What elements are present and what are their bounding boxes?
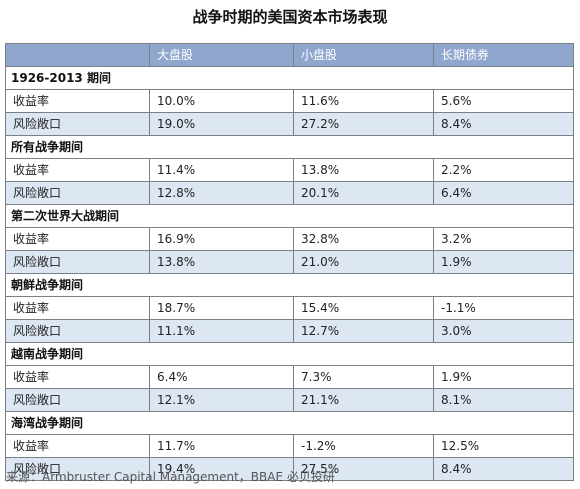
value-cell: -1.1% — [433, 296, 574, 320]
value-cell: 12.5% — [433, 434, 574, 458]
row-label: 收益率 — [5, 227, 150, 251]
table-row: 收益率 10.0% 11.6% 5.6% — [5, 89, 574, 113]
value-cell: 21.0% — [293, 250, 434, 274]
value-cell: 20.1% — [293, 181, 434, 205]
row-label: 收益率 — [5, 365, 150, 389]
header-corner-cell — [5, 43, 150, 67]
row-label: 风险敞口 — [5, 388, 150, 412]
header-small-cap: 小盘股 — [293, 43, 434, 67]
value-cell: -1.2% — [293, 434, 434, 458]
table-row: 风险敞口 12.8% 20.1% 6.4% — [5, 181, 574, 205]
row-label: 收益率 — [5, 89, 150, 113]
row-label: 风险敞口 — [5, 181, 150, 205]
table-row: 收益率 16.9% 32.8% 3.2% — [5, 227, 574, 251]
section-title: 越南战争期间 — [5, 342, 574, 366]
row-label: 风险敞口 — [5, 250, 150, 274]
section-row: 越南战争期间 — [5, 342, 574, 366]
page-title: 战争时期的美国资本市场表现 — [192, 8, 388, 26]
value-cell: 27.2% — [293, 112, 434, 136]
table-row: 收益率 11.7% -1.2% 12.5% — [5, 434, 574, 458]
section-row: 1926-2013 期间 — [5, 66, 574, 90]
section-title: 所有战争期间 — [5, 135, 574, 159]
value-cell: 8.4% — [433, 457, 574, 481]
value-cell: 1.9% — [433, 250, 574, 274]
value-cell: 1.9% — [433, 365, 574, 389]
returns-table: 大盘股 小盘股 长期债券 1926-2013 期间 收益率 10.0% 11.6% 5.… — [5, 43, 574, 481]
value-cell: 19.4% — [149, 457, 294, 481]
table-row: 风险敞口 19.4% 27.5% 8.4% — [5, 457, 574, 481]
table-row: 收益率 18.7% 15.4% -1.1% — [5, 296, 574, 320]
value-cell: 8.1% — [433, 388, 574, 412]
value-cell: 12.1% — [149, 388, 294, 412]
section-row: 海湾战争期间 — [5, 411, 574, 435]
value-cell: 3.0% — [433, 319, 574, 343]
section-title: 朝鲜战争期间 — [5, 273, 574, 297]
value-cell: 11.4% — [149, 158, 294, 182]
value-cell: 13.8% — [293, 158, 434, 182]
value-cell: 11.1% — [149, 319, 294, 343]
section-title: 海湾战争期间 — [5, 411, 574, 435]
source-note: 来源：Armbruster Capital Management，BBAE 必贝… — [6, 470, 335, 484]
value-cell: 32.8% — [293, 227, 434, 251]
table-header-row: 大盘股 小盘股 长期债券 — [5, 43, 574, 67]
value-cell: 5.6% — [433, 89, 574, 113]
section-row: 所有战争期间 — [5, 135, 574, 159]
section-row: 第二次世界大战期间 — [5, 204, 574, 228]
value-cell: 2.2% — [433, 158, 574, 182]
value-cell: 15.4% — [293, 296, 434, 320]
row-label: 风险敞口 — [5, 319, 150, 343]
table-row: 收益率 11.4% 13.8% 2.2% — [5, 158, 574, 182]
table-row: 风险敞口 13.8% 21.0% 1.9% — [5, 250, 574, 274]
value-cell: 12.7% — [293, 319, 434, 343]
table-row: 风险敞口 19.0% 27.2% 8.4% — [5, 112, 574, 136]
header-long-term-bonds: 长期债券 — [433, 43, 574, 67]
value-cell: 13.8% — [149, 250, 294, 274]
row-label: 风险敞口 — [5, 112, 150, 136]
value-cell: 10.0% — [149, 89, 294, 113]
value-cell: 7.3% — [293, 365, 434, 389]
value-cell: 16.9% — [149, 227, 294, 251]
section-row: 朝鲜战争期间 — [5, 273, 574, 297]
value-cell: 21.1% — [293, 388, 434, 412]
section-title: 1926-2013 期间 — [5, 66, 574, 90]
row-label: 收益率 — [5, 296, 150, 320]
row-label: 风险敞口 — [5, 457, 150, 481]
value-cell: 11.7% — [149, 434, 294, 458]
value-cell: 6.4% — [149, 365, 294, 389]
row-label: 收益率 — [5, 434, 150, 458]
value-cell: 11.6% — [293, 89, 434, 113]
value-cell: 19.0% — [149, 112, 294, 136]
header-large-cap: 大盘股 — [149, 43, 294, 67]
value-cell: 8.4% — [433, 112, 574, 136]
value-cell: 3.2% — [433, 227, 574, 251]
value-cell: 27.5% — [293, 457, 434, 481]
value-cell: 18.7% — [149, 296, 294, 320]
value-cell: 6.4% — [433, 181, 574, 205]
section-title: 第二次世界大战期间 — [5, 204, 574, 228]
table-row: 风险敞口 11.1% 12.7% 3.0% — [5, 319, 574, 343]
table-row: 收益率 6.4% 7.3% 1.9% — [5, 365, 574, 389]
table-row: 风险敞口 12.1% 21.1% 8.1% — [5, 388, 574, 412]
row-label: 收益率 — [5, 158, 150, 182]
value-cell: 12.8% — [149, 181, 294, 205]
